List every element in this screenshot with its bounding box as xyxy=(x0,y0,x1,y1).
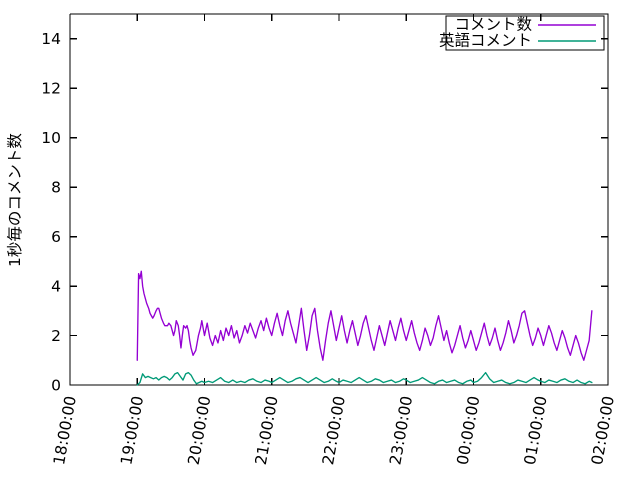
y-tick-label: 2 xyxy=(51,327,61,345)
y-tick-label: 0 xyxy=(51,377,61,395)
y-tick-label: 4 xyxy=(51,278,61,296)
series-layer xyxy=(136,270,593,386)
y-tick-label: 10 xyxy=(41,129,61,147)
y-axis-ticks: 0 2 4 6 8 10 12 14 xyxy=(41,30,608,395)
y-tick-label: 14 xyxy=(41,30,61,48)
series-line-2 xyxy=(136,371,593,386)
y-tick-label: 8 xyxy=(51,179,61,197)
legend-label-2: 英語コメント xyxy=(439,32,532,50)
y-axis-title: 1秒毎のコメント数 xyxy=(6,133,24,267)
legend-label-1: コメント数 xyxy=(454,16,532,34)
y-tick-label: 12 xyxy=(41,80,61,98)
series-line-1 xyxy=(136,270,593,361)
y-tick-label: 6 xyxy=(51,228,61,246)
